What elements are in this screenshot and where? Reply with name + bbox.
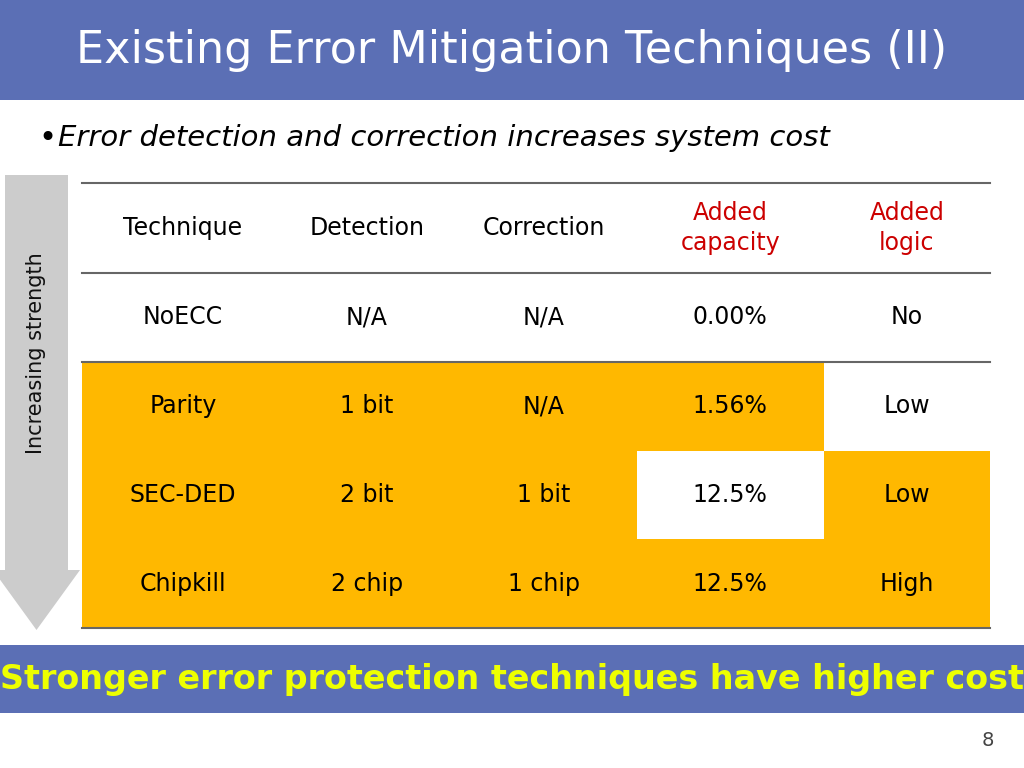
Bar — [284, 451, 451, 539]
Text: Error detection and correction increases system cost: Error detection and correction increases… — [58, 124, 829, 152]
Text: 1.56%: 1.56% — [693, 394, 768, 418]
Text: High: High — [880, 571, 934, 596]
Bar — [0, 645, 1024, 713]
Text: N/A: N/A — [522, 306, 564, 329]
Bar — [284, 539, 451, 628]
Bar — [82, 183, 990, 273]
Text: Added
logic: Added logic — [869, 201, 944, 255]
Text: N/A: N/A — [522, 394, 564, 418]
Bar — [823, 362, 990, 451]
Bar — [284, 362, 451, 451]
Bar — [637, 539, 823, 628]
Text: 1 bit: 1 bit — [340, 394, 393, 418]
Bar — [451, 273, 637, 362]
Text: No: No — [891, 306, 923, 329]
Bar — [82, 362, 284, 451]
Bar — [82, 273, 284, 362]
Text: Existing Error Mitigation Techniques (II): Existing Error Mitigation Techniques (II… — [77, 28, 947, 71]
Bar — [451, 362, 637, 451]
Bar — [637, 273, 823, 362]
Polygon shape — [0, 570, 80, 630]
Text: Low: Low — [884, 483, 930, 507]
Bar — [637, 451, 823, 539]
Bar — [823, 273, 990, 362]
Text: Chipkill: Chipkill — [139, 571, 226, 596]
Text: Low: Low — [884, 394, 930, 418]
Bar — [82, 539, 284, 628]
Text: 1 bit: 1 bit — [517, 483, 570, 507]
Bar — [284, 273, 451, 362]
Bar — [82, 451, 284, 539]
Text: 0.00%: 0.00% — [693, 306, 768, 329]
Text: 2 bit: 2 bit — [340, 483, 394, 507]
Text: SEC-DED: SEC-DED — [130, 483, 237, 507]
Text: 2 chip: 2 chip — [331, 571, 403, 596]
Bar — [823, 451, 990, 539]
Text: N/A: N/A — [346, 306, 388, 329]
Bar — [451, 539, 637, 628]
Text: Parity: Parity — [150, 394, 217, 418]
Text: 12.5%: 12.5% — [693, 571, 768, 596]
Text: Stronger error protection techniques have higher cost: Stronger error protection techniques hav… — [0, 663, 1024, 696]
Text: Detection: Detection — [309, 216, 425, 240]
Text: 8: 8 — [982, 731, 994, 750]
Bar — [5, 175, 68, 570]
Text: Technique: Technique — [123, 216, 243, 240]
Text: NoECC: NoECC — [142, 306, 223, 329]
Bar — [637, 362, 823, 451]
Bar — [0, 0, 1024, 100]
Text: Added
capacity: Added capacity — [680, 201, 780, 255]
Text: 1 chip: 1 chip — [508, 571, 580, 596]
Bar — [451, 451, 637, 539]
Text: Increasing strength: Increasing strength — [27, 252, 46, 454]
Text: 12.5%: 12.5% — [693, 483, 768, 507]
Text: •: • — [38, 124, 56, 153]
Text: Correction: Correction — [482, 216, 605, 240]
Bar — [823, 539, 990, 628]
